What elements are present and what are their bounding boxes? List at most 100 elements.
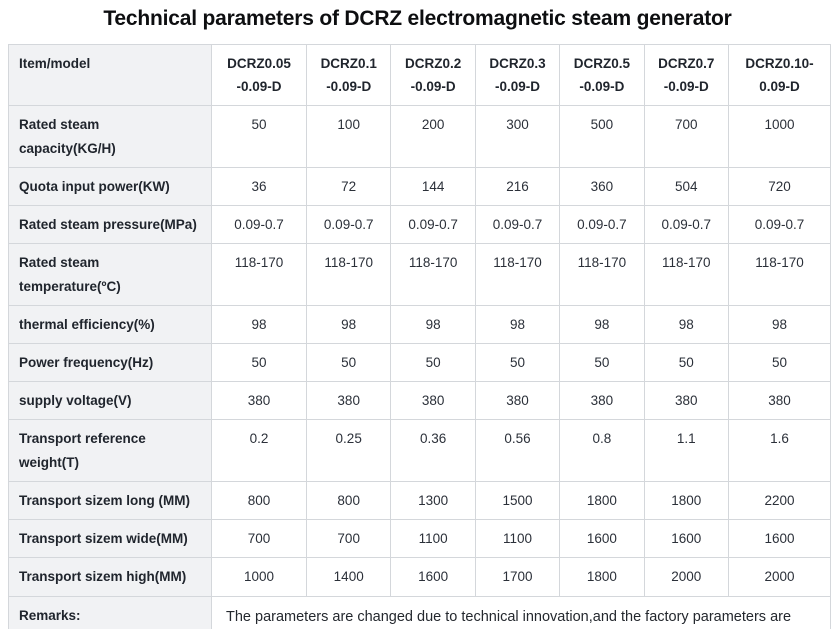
- value-cell: 0.09-0.7: [643, 205, 730, 245]
- table-row: Rated steam capacity(KG/H) 50 100 200 300 500…: [8, 105, 831, 168]
- value-cell: 504: [643, 166, 730, 207]
- value-cell: 1100: [474, 519, 561, 559]
- value-cell: 1500: [474, 480, 561, 521]
- value-cell: 1.1: [643, 419, 730, 482]
- value-cell: 2000: [728, 557, 831, 597]
- row-label-cell: supply voltage(V): [8, 381, 212, 421]
- value-cell: 144: [390, 166, 476, 207]
- remarks-label-cell: Remarks:: [8, 595, 212, 629]
- value-cell: 1600: [728, 519, 831, 559]
- header-model-cell: DCRZ0.05 -0.09-D: [211, 43, 307, 107]
- row-label-cell: Rated steam pressure(MPa): [8, 205, 212, 245]
- value-cell: 50: [211, 342, 307, 383]
- value-cell: 50: [474, 342, 561, 383]
- table-row: Transport sizem wide(MM) 700 700 1100 1100 16…: [8, 519, 831, 559]
- value-cell: 700: [211, 519, 307, 559]
- value-cell: 50: [390, 342, 476, 383]
- table-row: Transport sizem high(MM) 1000 1400 1600 1700…: [8, 557, 831, 597]
- header-model-cell: DCRZ0.2 -0.09-D: [390, 43, 476, 107]
- value-cell: 118-170: [643, 243, 730, 306]
- value-cell: 1400: [305, 557, 392, 597]
- value-cell: 380: [559, 381, 645, 421]
- table-row: Quota input power(KW) 36 72 144 216 360 504 720: [8, 166, 831, 207]
- value-cell: 380: [390, 381, 476, 421]
- value-cell: 118-170: [211, 243, 307, 306]
- value-cell: 118-170: [559, 243, 645, 306]
- value-cell: 2000: [643, 557, 730, 597]
- header-model-cell: DCRZ0.7 -0.09-D: [643, 43, 730, 107]
- value-cell: 50: [305, 342, 392, 383]
- row-label-cell: Rated steam temperature(ºC): [8, 243, 212, 306]
- value-cell: 98: [643, 304, 730, 344]
- value-cell: 72: [305, 166, 392, 207]
- value-cell: 380: [305, 381, 392, 421]
- value-cell: 1.6: [728, 419, 831, 482]
- value-cell: 0.8: [559, 419, 645, 482]
- value-cell: 100: [305, 105, 392, 168]
- value-cell: 720: [728, 166, 831, 207]
- value-cell: 98: [305, 304, 392, 344]
- value-cell: 380: [728, 381, 831, 421]
- parameters-table: Item/model DCRZ0.05 -0.09-D DCRZ0.1 -0.09…: [8, 43, 831, 629]
- value-cell: 1600: [643, 519, 730, 559]
- value-cell: 98: [474, 304, 561, 344]
- value-cell: 98: [390, 304, 476, 344]
- row-label-cell: thermal efficiency(%): [8, 304, 212, 344]
- value-cell: 0.09-0.7: [390, 205, 476, 245]
- table-row: supply voltage(V) 380 380 380 380 380 380 380: [8, 381, 831, 421]
- value-cell: 1300: [390, 480, 476, 521]
- value-cell: 50: [728, 342, 831, 383]
- value-cell: 118-170: [305, 243, 392, 306]
- value-cell: 300: [474, 105, 561, 168]
- remarks-text-cell: The parameters are changed due to techni…: [211, 595, 831, 629]
- value-cell: 380: [474, 381, 561, 421]
- value-cell: 50: [211, 105, 307, 168]
- value-cell: 2200: [728, 480, 831, 521]
- row-label-cell: Transport sizem long (MM): [8, 480, 212, 521]
- value-cell: 98: [559, 304, 645, 344]
- header-model-cell: DCRZ0.10- 0.09-D: [728, 43, 831, 107]
- value-cell: 1000: [211, 557, 307, 597]
- value-cell: 1600: [559, 519, 645, 559]
- value-cell: 0.09-0.7: [305, 205, 392, 245]
- value-cell: 50: [559, 342, 645, 383]
- row-label-cell: Transport sizem high(MM): [8, 557, 212, 597]
- value-cell: 360: [559, 166, 645, 207]
- remarks-row: Remarks: The parameters are changed due …: [8, 595, 831, 629]
- table-row: Rated steam temperature(ºC) 118-170 118-17…: [8, 243, 831, 306]
- table-row: Transport sizem long (MM) 800 800 1300 1500 1…: [8, 480, 831, 521]
- value-cell: 0.56: [474, 419, 561, 482]
- table-row: Power frequency(Hz) 50 50 50 50 50 50 50: [8, 342, 831, 383]
- value-cell: 118-170: [390, 243, 476, 306]
- table-foot: Remarks: The parameters are changed due …: [8, 595, 831, 629]
- spec-page: Technical parameters of DCRZ electromagn…: [0, 7, 835, 629]
- header-model-cell: DCRZ0.3 -0.09-D: [474, 43, 561, 107]
- value-cell: 1800: [559, 557, 645, 597]
- value-cell: 216: [474, 166, 561, 207]
- value-cell: 1000: [728, 105, 831, 168]
- value-cell: 200: [390, 105, 476, 168]
- table-row: thermal efficiency(%) 98 98 98 98 98 98 98: [8, 304, 831, 344]
- value-cell: 1800: [559, 480, 645, 521]
- header-model-cell: DCRZ0.5 -0.09-D: [559, 43, 645, 107]
- value-cell: 380: [211, 381, 307, 421]
- row-label-cell: Rated steam capacity(KG/H): [8, 105, 212, 168]
- value-cell: 118-170: [728, 243, 831, 306]
- value-cell: 1700: [474, 557, 561, 597]
- value-cell: 0.09-0.7: [728, 205, 831, 245]
- header-item-model-cell: Item/model: [8, 43, 212, 107]
- row-label-cell: Transport sizem wide(MM): [8, 519, 212, 559]
- value-cell: 800: [305, 480, 392, 521]
- value-cell: 700: [643, 105, 730, 168]
- header-model-cell: DCRZ0.1 -0.09-D: [305, 43, 392, 107]
- value-cell: 98: [728, 304, 831, 344]
- value-cell: 0.2: [211, 419, 307, 482]
- table-body: Rated steam capacity(KG/H) 50 100 200 300 500…: [8, 105, 831, 597]
- row-label-cell: Power frequency(Hz): [8, 342, 212, 383]
- value-cell: 118-170: [474, 243, 561, 306]
- value-cell: 800: [211, 480, 307, 521]
- value-cell: 1800: [643, 480, 730, 521]
- value-cell: 0.09-0.7: [559, 205, 645, 245]
- header-row: Item/model DCRZ0.05 -0.09-D DCRZ0.1 -0.09…: [8, 43, 831, 107]
- table-row: Transport reference weight(T) 0.2 0.25 0.36…: [8, 419, 831, 482]
